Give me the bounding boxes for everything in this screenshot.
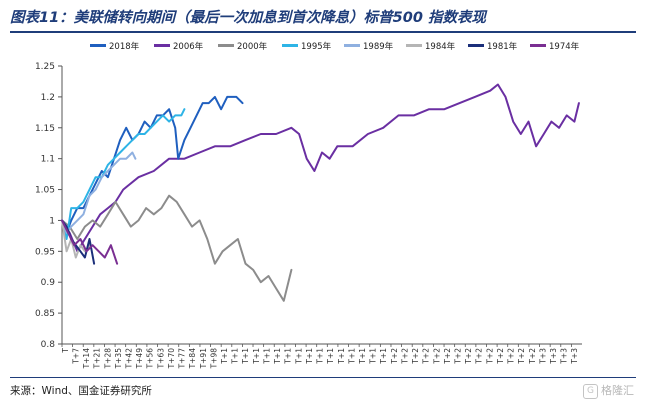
x-tick-label: T+2 xyxy=(485,348,494,365)
title-divider xyxy=(10,31,636,33)
watermark: G 格隆汇 xyxy=(583,382,634,400)
legend-label: 1981年 xyxy=(487,42,518,52)
x-tick-label: T+42 xyxy=(125,348,134,370)
watermark-text: 格隆汇 xyxy=(601,384,634,397)
x-tick-label: T+1 xyxy=(284,348,293,365)
x-tick-label: T+63 xyxy=(156,348,165,370)
x-tick-label: T+1 xyxy=(241,348,250,365)
x-tick-label: T+1 xyxy=(379,348,388,365)
legend-item-2018年: 2018年 xyxy=(90,40,139,54)
x-tick-label: T+1 xyxy=(220,348,229,365)
x-tick-label: T+2 xyxy=(432,348,441,365)
y-tick-label: 1.05 xyxy=(35,186,55,196)
y-tick-label: 1 xyxy=(49,216,55,226)
x-tick-label: T+2 xyxy=(390,348,399,365)
x-tick-label: T+2 xyxy=(517,348,526,365)
legend-label: 2018年 xyxy=(109,42,140,52)
x-tick-label: T+35 xyxy=(114,348,123,370)
x-tick-label: T+28 xyxy=(103,348,112,370)
x-tick-label: T+2 xyxy=(507,348,516,365)
x-tick-label: T+7 xyxy=(71,348,80,365)
y-tick-label: 0.85 xyxy=(35,309,55,319)
legend-label: 1989年 xyxy=(363,42,394,52)
legend-swatch xyxy=(154,44,170,47)
x-tick-label: T+2 xyxy=(422,348,431,365)
legend-swatch xyxy=(468,44,484,47)
legend-label: 1995年 xyxy=(301,42,332,52)
y-tick-label: 0.9 xyxy=(41,278,56,288)
y-tick-label: 0.8 xyxy=(41,340,56,350)
legend-swatch xyxy=(90,44,106,47)
legend-item-2006年: 2006年 xyxy=(154,40,203,54)
legend-item-1995年: 1995年 xyxy=(282,40,331,54)
series-line-2006年 xyxy=(61,83,580,253)
x-tick-label: T+1 xyxy=(262,348,271,365)
x-tick-label: T+3 xyxy=(560,348,569,365)
series-line-1995年 xyxy=(61,108,186,240)
y-tick-label: 1.25 xyxy=(35,62,55,72)
x-tick-label: T+1 xyxy=(316,348,325,365)
series-line-2000年 xyxy=(61,194,293,302)
watermark-logo-icon: G xyxy=(583,383,598,399)
x-tick-label: T+70 xyxy=(167,348,176,370)
x-tick-label: T+1 xyxy=(231,348,240,365)
legend-swatch xyxy=(344,44,360,47)
x-tick-label: T+2 xyxy=(528,348,537,365)
legend-item-1981年: 1981年 xyxy=(468,40,517,54)
source-note: 来源：Wind、国金证券研究所 xyxy=(10,385,152,397)
x-tick-label: T+2 xyxy=(475,348,484,365)
x-tick-label: T+1 xyxy=(305,348,314,365)
x-tick-label: T+91 xyxy=(199,348,208,370)
x-tick-label: T+1 xyxy=(326,348,335,365)
x-tick-label: T+1 xyxy=(337,348,346,365)
x-tick-label: T+3 xyxy=(538,348,547,365)
x-tick-label: T+98 xyxy=(209,348,218,370)
x-tick-label: T+2 xyxy=(443,348,452,365)
x-tick-label: T+14 xyxy=(82,348,91,370)
series-line-1981年 xyxy=(61,219,96,265)
x-tick-label: T+1 xyxy=(358,348,367,365)
y-tick-label: 1.1 xyxy=(41,155,55,165)
x-tick-label: T+2 xyxy=(411,348,420,365)
x-tick-label: T+21 xyxy=(93,348,102,370)
chart-title: 图表11：美联储转向期间（最后一次加息到首次降息）标普500 指数表现 xyxy=(10,10,486,26)
x-tick-label: T+1 xyxy=(369,348,378,365)
series-line-1984年 xyxy=(61,219,91,259)
legend-swatch xyxy=(218,44,234,47)
x-tick-label: T+2 xyxy=(400,348,409,365)
x-tick-label: T+3 xyxy=(570,348,579,365)
legend-item-1974年: 1974年 xyxy=(530,40,579,54)
x-tick-label: T+1 xyxy=(347,348,356,365)
x-tick-label: T+2 xyxy=(453,348,462,365)
series-line-1989年 xyxy=(61,151,137,234)
legend-label: 2000年 xyxy=(237,42,268,52)
legend-label: 1974年 xyxy=(549,42,580,52)
legend-label: 1984年 xyxy=(425,42,456,52)
legend-swatch xyxy=(282,44,298,47)
legend-item-2000年: 2000年 xyxy=(218,40,267,54)
legend-swatch xyxy=(530,44,546,47)
x-tick-label: T xyxy=(61,348,70,354)
legend-item-1989年: 1989年 xyxy=(344,40,393,54)
y-tick-label: 1.15 xyxy=(35,124,55,134)
legend-swatch xyxy=(406,44,422,47)
y-tick-label: 0.95 xyxy=(35,247,55,257)
footer-divider xyxy=(10,377,636,378)
x-tick-label: T+1 xyxy=(273,348,282,365)
x-tick-label: T+2 xyxy=(496,348,505,365)
x-tick-label: T+49 xyxy=(135,348,144,370)
legend-label: 2006年 xyxy=(173,42,204,52)
x-tick-label: T+1 xyxy=(252,348,261,365)
x-tick-label: T+56 xyxy=(146,348,155,370)
x-tick-label: T+2 xyxy=(464,348,473,365)
series-line-1974年 xyxy=(61,219,119,265)
x-tick-label: T+84 xyxy=(188,348,197,370)
x-tick-label: T+77 xyxy=(178,348,187,370)
x-tick-label: T+1 xyxy=(294,348,303,365)
legend-item-1984年: 1984年 xyxy=(406,40,455,54)
x-tick-label: T+3 xyxy=(549,348,558,365)
y-tick-label: 1.2 xyxy=(41,93,55,103)
